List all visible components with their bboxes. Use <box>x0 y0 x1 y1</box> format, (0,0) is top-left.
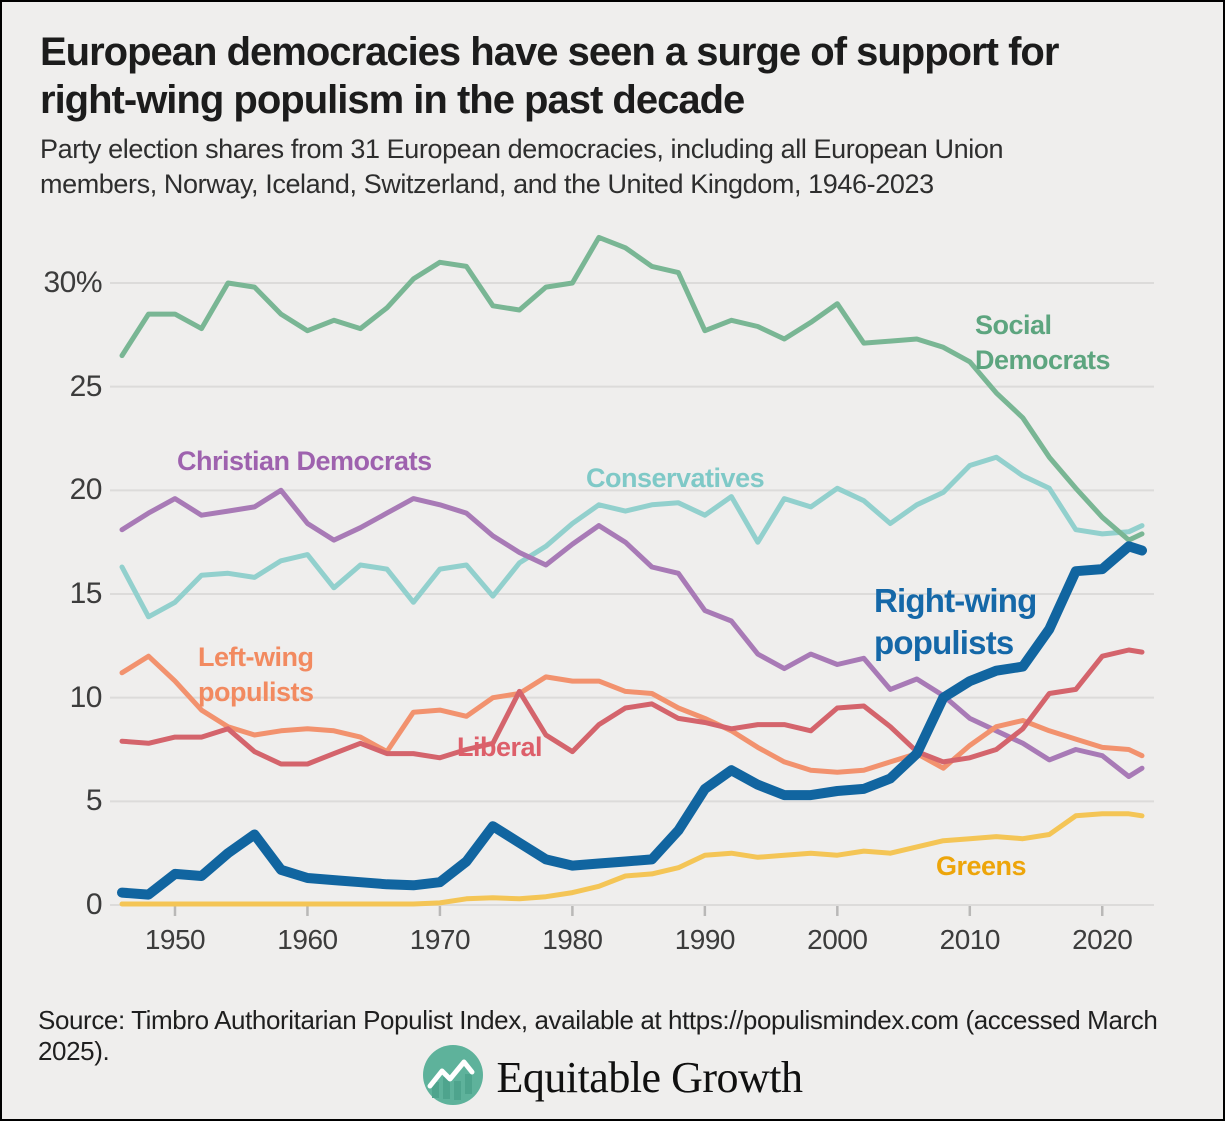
y-axis-label: 0 <box>85 888 103 921</box>
line-chart-circle-icon <box>422 1044 484 1111</box>
series-line-christian-democrats <box>119 487 1145 779</box>
x-axis-label: 1980 <box>542 924 603 955</box>
label-social-democrats: Social Democrats <box>975 310 1111 375</box>
x-axis-label: 2000 <box>807 924 868 955</box>
label-greens: Greens <box>936 851 1027 881</box>
label-liberal: Liberal <box>457 732 543 762</box>
y-axis-label: 25 <box>69 369 103 403</box>
x-axis-label: 1970 <box>409 924 471 955</box>
label-christian-democrats: Christian Democrats <box>177 446 432 476</box>
source-note: Source: Timbro Authoritarian Populist In… <box>38 1005 1158 1066</box>
y-axis-label: 30% <box>43 266 102 299</box>
series-line-conservatives <box>119 454 1145 620</box>
label-left-wing-populists: Left-wing populists <box>198 642 314 707</box>
y-axis-label: 15 <box>69 577 103 610</box>
y-axis-label: 5 <box>85 784 103 818</box>
x-axis-label: 1950 <box>144 924 206 955</box>
series-line-social-democrats <box>119 234 1145 543</box>
y-axis-label: 10 <box>69 680 103 714</box>
x-axis-label: 1990 <box>674 924 736 955</box>
y-axis-label: 20 <box>69 473 103 507</box>
logo-wordmark: Equitable Growth <box>496 1053 803 1102</box>
x-axis-label: 2020 <box>1072 924 1133 955</box>
series-line-right-wing-populists <box>117 541 1147 900</box>
label-right-wing-populists: Right-wing populists <box>874 582 1037 662</box>
series-line-left-wing-populists <box>119 653 1145 775</box>
equitable-growth-logo: Equitable Growth <box>2 1044 1223 1111</box>
x-axis-label: 1960 <box>277 924 338 955</box>
label-conservatives: Conservatives <box>586 463 765 493</box>
page-title: European democracies have seen a surge o… <box>40 30 1059 122</box>
series-line-liberal <box>119 647 1145 767</box>
series-line-greens <box>119 811 1145 907</box>
x-axis-label: 2010 <box>939 924 1001 955</box>
page-subtitle: Party election shares from 31 European d… <box>40 134 1004 200</box>
